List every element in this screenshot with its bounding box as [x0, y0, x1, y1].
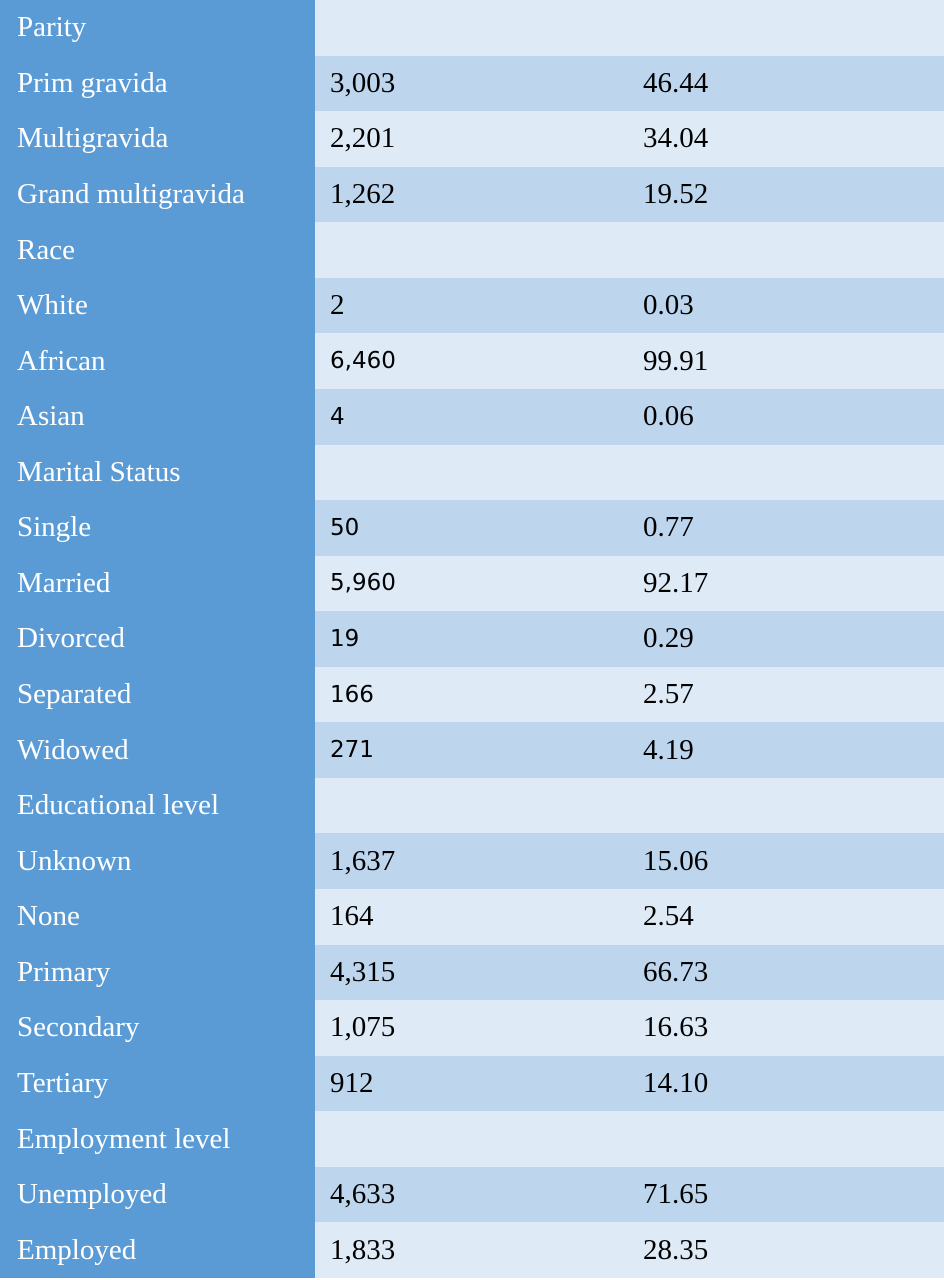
table-row: Employment level [0, 1111, 944, 1167]
count-cell: 166 [315, 666, 628, 723]
row-label: Asian [0, 388, 315, 445]
count-cell: 3,003 [315, 55, 628, 112]
table-row: African 6,460 99.91 [0, 333, 944, 389]
table-row: Divorced 19 0.29 [0, 611, 944, 667]
row-label: Multigravida [0, 111, 315, 167]
count-cell: 50 [315, 500, 628, 556]
row-label: Tertiary [0, 1055, 315, 1112]
row-label: Prim gravida [0, 55, 315, 112]
count-cell: 1,262 [315, 166, 628, 223]
count-cell: 271 [315, 722, 628, 778]
table-row: Multigravida 2,201 34.04 [0, 111, 944, 167]
row-label: Primary [0, 944, 315, 1001]
table-row: Parity [0, 0, 944, 56]
count-cell: 164 [315, 889, 628, 945]
table-row: Widowed 271 4.19 [0, 722, 944, 778]
percent-cell: 2.57 [628, 666, 944, 723]
count-cell [315, 777, 628, 834]
percent-cell [628, 444, 944, 501]
percent-cell: 0.77 [628, 500, 944, 556]
count-cell: 4,315 [315, 944, 628, 1001]
row-label: None [0, 889, 315, 945]
percent-cell [628, 1111, 944, 1167]
row-label: Employment level [0, 1111, 315, 1167]
row-label: Unemployed [0, 1166, 315, 1223]
row-label: Parity [0, 0, 315, 56]
table-row: None 164 2.54 [0, 889, 944, 945]
percent-cell: 66.73 [628, 944, 944, 1001]
count-cell: 19 [315, 611, 628, 667]
count-cell: 4,633 [315, 1166, 628, 1223]
percent-cell: 28.35 [628, 1222, 944, 1278]
percent-cell: 14.10 [628, 1055, 944, 1112]
table-row: Prim gravida 3,003 46.44 [0, 55, 944, 112]
table-row: Separated 166 2.57 [0, 666, 944, 723]
count-cell: 912 [315, 1055, 628, 1112]
row-label: Divorced [0, 611, 315, 667]
count-cell: 2,201 [315, 111, 628, 167]
row-label: Widowed [0, 722, 315, 778]
table-row: Unknown 1,637 15.06 [0, 833, 944, 890]
count-cell: 5,960 [315, 555, 628, 612]
count-cell [315, 222, 628, 278]
table-row: Secondary 1,075 16.63 [0, 1000, 944, 1056]
table-row: Grand multigravida 1,262 19.52 [0, 166, 944, 223]
row-label: White [0, 277, 315, 334]
table-row: Primary 4,315 66.73 [0, 944, 944, 1001]
percent-cell: 2.54 [628, 889, 944, 945]
percent-cell: 46.44 [628, 55, 944, 112]
count-cell: 1,637 [315, 833, 628, 890]
percent-cell: 0.06 [628, 388, 944, 445]
percent-cell [628, 777, 944, 834]
row-label: Single [0, 500, 315, 556]
percent-cell [628, 222, 944, 278]
row-label: Grand multigravida [0, 166, 315, 223]
count-cell [315, 0, 628, 56]
percent-cell: 16.63 [628, 1000, 944, 1056]
table-row: Tertiary 912 14.10 [0, 1055, 944, 1112]
table-row: Asian 4 0.06 [0, 388, 944, 445]
table-row: Employed 1,833 28.35 [0, 1222, 944, 1278]
percent-cell: 34.04 [628, 111, 944, 167]
table-row: Single 50 0.77 [0, 500, 944, 556]
count-cell: 4 [315, 388, 628, 445]
count-cell: 1,833 [315, 1222, 628, 1278]
count-cell [315, 1111, 628, 1167]
percent-cell: 0.29 [628, 611, 944, 667]
percent-cell [628, 0, 944, 56]
table-row: Race [0, 222, 944, 278]
table-row: Educational level [0, 777, 944, 834]
count-cell: 2 [315, 277, 628, 334]
count-cell: 6,460 [315, 333, 628, 389]
row-label: Marital Status [0, 444, 315, 501]
row-label: Married [0, 555, 315, 612]
row-label: Employed [0, 1222, 315, 1278]
row-label: Separated [0, 666, 315, 723]
table-row: Marital Status [0, 444, 944, 501]
percent-cell: 99.91 [628, 333, 944, 389]
percent-cell: 15.06 [628, 833, 944, 890]
percent-cell: 19.52 [628, 166, 944, 223]
row-label: Educational level [0, 777, 315, 834]
table-row: White 2 0.03 [0, 277, 944, 334]
percent-cell: 4.19 [628, 722, 944, 778]
table-row: Unemployed 4,633 71.65 [0, 1166, 944, 1223]
row-label: Unknown [0, 833, 315, 890]
percent-cell: 92.17 [628, 555, 944, 612]
row-label: Secondary [0, 1000, 315, 1056]
row-label: African [0, 333, 315, 389]
count-cell: 1,075 [315, 1000, 628, 1056]
percent-cell: 71.65 [628, 1166, 944, 1223]
count-cell [315, 444, 628, 501]
row-label: Race [0, 222, 315, 278]
table-row: Married 5,960 92.17 [0, 555, 944, 612]
percent-cell: 0.03 [628, 277, 944, 334]
